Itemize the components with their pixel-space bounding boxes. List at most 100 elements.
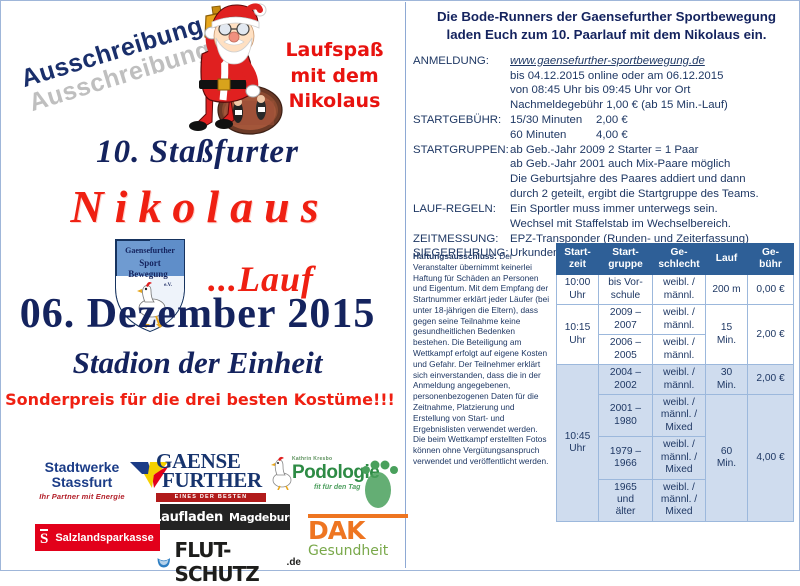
sponsor-salzlandsparkasse: S Salzlandsparkasse xyxy=(35,524,160,551)
cell-geschlecht: weibl. / männl. / Mixed xyxy=(652,478,706,522)
table-column-header: Start-gruppe xyxy=(598,242,653,276)
cell-startgruppe: 2009 –2007 xyxy=(598,304,653,336)
crest-text-3: Bewegung xyxy=(128,269,168,279)
slogan-line-1: Laufspaß xyxy=(285,39,384,61)
info-row: LAUF-REGELN: Ein Sportler muss immer unte… xyxy=(413,202,800,217)
table-row: 1979 –1966 weibl. / männl. / Mixed xyxy=(557,436,794,480)
cell-startgruppe: 1979 –1966 xyxy=(598,436,653,480)
info-row: 60 Minuten 4,00 € xyxy=(413,128,800,143)
cell-geschlecht: weibl. / männl. xyxy=(652,274,706,306)
info-value: von 08:45 Uhr bis 09:45 Uhr vor Ort xyxy=(510,84,691,97)
info-label: STARTGEBÜHR: xyxy=(413,114,502,126)
special-prize-note: Sonderpreis für die drei besten Kostüme!… xyxy=(5,390,395,409)
headline-line-2: laden Euch zum 10. Paarlauf mit dem Niko… xyxy=(446,27,767,43)
table-column-header: Lauf xyxy=(705,242,748,276)
sponsor-stadtwerke-stassfurt: Stadtwerke Stassfurt Ihr Partner mit Ene… xyxy=(28,459,170,501)
sponsor-gaensefurther: GAENSE FURTHER EINES DER BESTEN xyxy=(156,450,294,502)
info-row: Wechsel mit Staffelstab im Wechselbereic… xyxy=(413,217,800,232)
sparkasse-label: Salzlandsparkasse xyxy=(55,531,154,544)
poster-right-panel: Die Bode-Runners der Gaensefurther Sport… xyxy=(413,0,800,571)
info-value: 60 Minuten 4,00 € xyxy=(510,128,800,143)
liability-disclaimer: Haftungsausschluss: Der Veranstalter übe… xyxy=(413,243,556,522)
table-column-header: Ge-schlecht xyxy=(652,242,706,276)
info-label xyxy=(413,172,510,187)
poster-title-nikolaus: Nikolaus xyxy=(70,181,330,232)
cell-lauf: 15 Min. xyxy=(705,304,748,366)
info-label xyxy=(413,128,510,143)
info-row: bis 04.12.2015 online oder am 06.12.2015 xyxy=(413,69,800,84)
info-value: ab Geb.-Jahr 2009 2 Starter = 1 Paar xyxy=(510,143,699,156)
info-label: SIEGEREHRUNG: xyxy=(413,247,509,260)
info-row: von 08:45 Uhr bis 09:45 Uhr vor Ort xyxy=(413,83,800,98)
cell-gebuehr: 4,00 € xyxy=(747,393,794,522)
poster-left-panel: Ausschreibung Ausschreibung xyxy=(0,0,408,586)
podologie-owner: Kathrin Kresbo xyxy=(292,456,333,462)
sparkasse-s-icon: S xyxy=(40,528,49,547)
info-value: ab Geb.-Jahr 2001 auch Mix-Paare möglich xyxy=(510,158,731,171)
sponsor-logos: Stadtwerke Stassfurt Ihr Partner mit Ene… xyxy=(8,450,408,586)
club-crest-logo: Gaensefurther Sport Bewegung e.V. xyxy=(112,236,188,334)
cell-lauf: 30 Min. xyxy=(705,364,748,395)
cell-gebuehr: 2,00 € xyxy=(747,304,794,366)
info-label xyxy=(413,187,510,202)
table-column-header: Start-zeit xyxy=(556,242,599,276)
table-body: 10:00 Uhr bis Vor-schule weibl. / männl. 200 … xyxy=(556,274,794,522)
sponsor-dak-gesundheit: DAK Gesundheit xyxy=(308,514,408,558)
info-label xyxy=(413,83,510,98)
vertical-divider xyxy=(405,2,406,568)
table-column-header: Ge-bühr xyxy=(747,242,794,276)
fee-duration: 15/30 Minuten xyxy=(510,114,583,126)
table-row: 10:45 Uhr 2004 –2002 weibl. / männl. 30 Min. 2,… xyxy=(556,364,794,522)
dak-sub-label: Gesundheit xyxy=(308,542,389,559)
stadtwerke-line-1: Stadtwerke xyxy=(44,459,120,475)
fee-amount: 4,00 € xyxy=(596,128,628,141)
info-value[interactable]: www.gaensefurther-sportbewegung.de xyxy=(510,54,800,69)
cell-geschlecht: weibl. / männl. xyxy=(652,304,706,336)
schedule-table: Start-zeit Start-gruppe Ge-schlecht Lauf Ge-… xyxy=(556,242,794,522)
fee-duration: 60 Minuten xyxy=(510,128,567,141)
disclaimer-body: Der Veranstalter übernimmt keinerlei Haf… xyxy=(413,251,550,466)
info-label: STARTGRUPPEN: xyxy=(413,143,509,156)
poster-subtitle: 10. Staßfurter xyxy=(96,134,299,170)
info-row: ab Geb.-Jahr 2001 auch Mix-Paare möglich xyxy=(413,157,800,172)
info-row: ZEITMESSUNG: EPZ-Transponder (Runden- und… xyxy=(413,232,800,247)
podologie-label: Podologie xyxy=(292,462,380,483)
table-row: 1965 und älter weibl. / männl. / Mixed xyxy=(557,478,794,522)
magdeburg-label: Magdeburg xyxy=(229,510,297,524)
cell-startgruppe: 2001 –1980 xyxy=(598,393,653,438)
sponsor-flut-schutz: FLUT-SCHUTZ .de xyxy=(156,538,301,586)
slogan-line-2: mit dem xyxy=(290,64,379,87)
dak-label: DAK xyxy=(308,514,408,544)
flutschutz-label: FLUT-SCHUTZ xyxy=(174,538,260,586)
cell-geschlecht: weibl. / männl. / Mixed xyxy=(652,393,706,438)
info-row: STARTGRUPPEN: ab Geb.-Jahr 2009 2 Starter… xyxy=(413,143,800,158)
table-row: 10:00 Uhr bis Vor-schule weibl. / männl. 200 … xyxy=(556,274,794,306)
info-value: Nachmeldegebühr 1,00 € (ab 15 Min.-Lauf) xyxy=(510,99,728,112)
info-value: Die Geburtsjahre des Paares addiert und … xyxy=(510,173,746,186)
info-value: Wechsel mit Staffelstab im Wechselbereic… xyxy=(510,217,731,230)
slogan-block: Laufspaß mit dem Nikolaus xyxy=(272,38,397,115)
event-info-list: ANMELDUNG: www.gaensefurther-sportbewegun… xyxy=(413,54,800,262)
gaensefurther-goose-icon xyxy=(268,454,294,491)
info-label: LAUF-REGELN: xyxy=(413,202,496,215)
event-date: 06. Dezember 2015 xyxy=(19,291,376,337)
slogan-line-3: Nikolaus xyxy=(288,90,381,113)
gaensefurther-line-2: FURTHER xyxy=(162,468,262,493)
cell-lauf: 60 Min. xyxy=(705,393,748,522)
info-value: durch 2 geteilt, ergibt die Startgruppe … xyxy=(510,188,759,201)
cell-startzeit: 10:15 Uhr xyxy=(556,304,599,366)
registration-link[interactable]: www.gaensefurther-sportbewegung.de xyxy=(510,54,705,67)
info-row: Nachmeldegebühr 1,00 € (ab 15 Min.-Lauf) xyxy=(413,98,800,113)
headline-line-1: Die Bode-Runners der Gaensefurther Sport… xyxy=(436,9,777,24)
cell-gebuehr: 2,00 € xyxy=(747,364,794,395)
info-value: bis 04.12.2015 online oder am 06.12.2015 xyxy=(510,69,724,82)
info-label xyxy=(413,217,510,232)
info-label xyxy=(413,69,510,84)
sponsor-laufladen-magdeburg: Laufladen Magdeburg xyxy=(153,504,297,530)
crest-text-4: e.V. xyxy=(164,283,172,288)
stadtwerke-arrow-icon xyxy=(128,460,172,490)
info-value: Ein Sportler muss immer unterwegs sein. xyxy=(510,202,718,215)
info-value: 15/30 Minuten 2,00 € xyxy=(510,113,800,128)
headline-block: Die Bode-Runners der Gaensefurther Sport… xyxy=(415,8,798,45)
